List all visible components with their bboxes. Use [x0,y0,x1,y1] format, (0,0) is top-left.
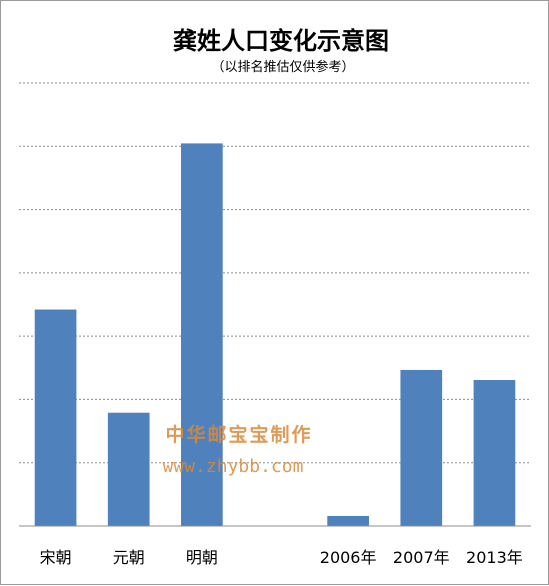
bar [400,369,443,526]
x-tick-label: 宋朝 [40,548,72,567]
bar [327,515,369,526]
chart-title: 龚姓人口变化示意图 [173,27,389,55]
bar [181,143,223,526]
bars [34,143,516,526]
watermark-url: www.zhybb.com [163,456,304,477]
chart-subtitle: （以排名推估仅供参考） [211,59,354,75]
x-tick-label: 元朝 [113,548,145,567]
bar [107,412,150,526]
x-tick-label: 2007年 [393,548,450,567]
bar [34,309,77,526]
x-tick-labels: 宋朝 元朝 明朝 2006年 2007年 2013年 [40,548,523,567]
bar [473,380,516,526]
gridlines [19,82,531,464]
x-tick-label: 明朝 [186,548,218,567]
x-tick-label: 2006年 [320,548,377,567]
watermark-text: 中华邮宝宝制作 [165,423,312,446]
x-tick-label: 2013年 [466,548,523,567]
